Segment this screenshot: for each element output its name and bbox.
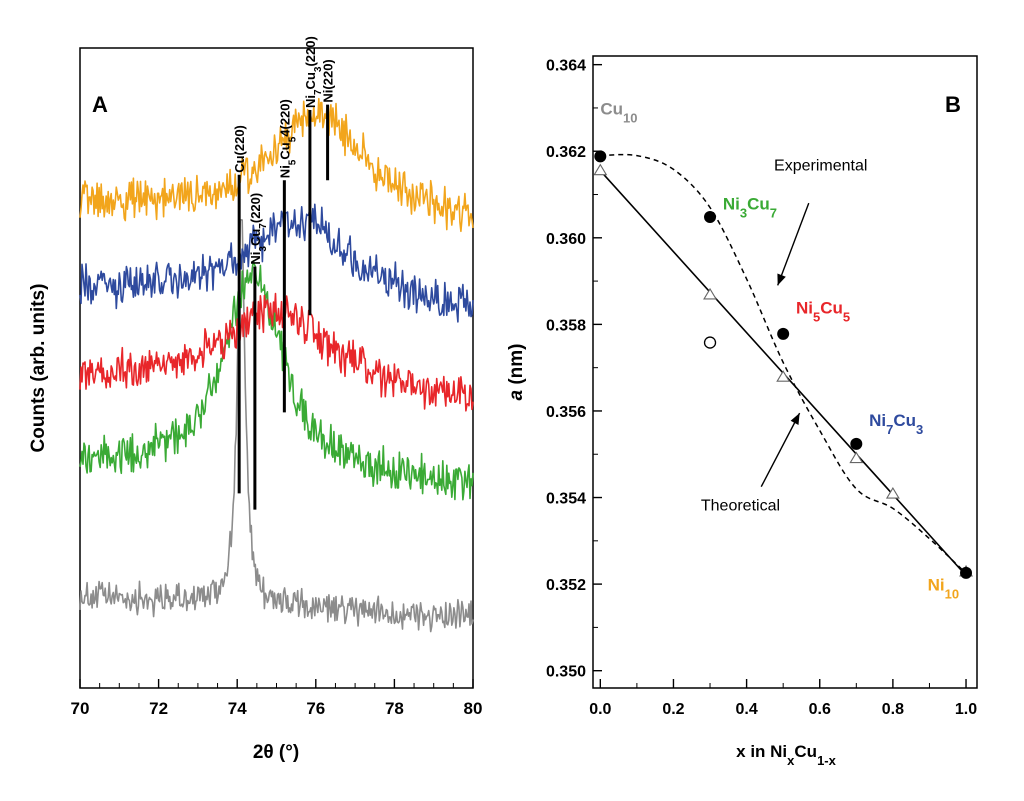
theoretical-point: [593, 163, 608, 176]
annotation-arrow-shaft: [777, 202, 810, 286]
lattice-panel: B 0.3500.3520.3540.3560.3580.3600.3620.3…: [506, 55, 978, 768]
experimental-point: [594, 150, 607, 163]
y-axis-label: a (nm): [506, 343, 527, 400]
x-tick-label: 0.2: [662, 701, 684, 718]
composition-label: Ni10: [928, 576, 959, 602]
panel-b-frame: [592, 55, 978, 689]
x-tick-label: 80: [464, 699, 483, 718]
reference-line-label: Ni(220): [321, 59, 336, 102]
x-axis-label: 2θ (°): [253, 742, 299, 763]
x-tick-label: 74: [228, 699, 247, 718]
y-tick-label: 0.352: [546, 577, 586, 594]
panel-a-label: A: [92, 92, 108, 117]
composition-label: Ni5Cu5: [796, 299, 850, 325]
theoretical-point: [885, 487, 900, 499]
data-point-group: [593, 150, 973, 579]
experimental-curve: [600, 153, 967, 574]
experimental-point: [704, 211, 717, 224]
y-tick-label: 0.358: [546, 317, 586, 334]
composition-label: Ni3Cu7: [723, 195, 777, 221]
x-tick-label: 0.0: [589, 701, 611, 718]
xrd-series-ni3cu7: [79, 260, 474, 501]
x-tick-label: 72: [149, 699, 168, 718]
x-axis-ticks: 70 72 74 76 78 80: [71, 679, 483, 718]
y-tick-label: 0.360: [546, 231, 586, 248]
composition-label: Ni7Cu3: [869, 411, 923, 437]
x-tick-label: 70: [71, 699, 90, 718]
y-axis-label: Counts (arb. units): [28, 284, 49, 453]
x-axis-ticks: 0.0 0.2 0.4 0.6 0.8 1.0: [589, 679, 977, 718]
annotation-label: Theoretical: [701, 498, 780, 515]
y-axis-ticks: 0.350 0.352 0.354 0.356 0.358 0.360 0.362 0.364: [546, 58, 602, 681]
x-tick-label: 1.0: [955, 701, 977, 718]
fit-line-group: [599, 153, 967, 577]
annotation-arrow-head: [790, 413, 800, 425]
xrd-series-ni5cu5: [79, 292, 474, 412]
theoretical-point: [849, 451, 864, 464]
experimental-point: [777, 327, 790, 340]
y-tick-label: 0.350: [546, 664, 586, 681]
x-tick-label: 76: [306, 699, 325, 718]
composition-label: Cu10: [600, 99, 637, 125]
xrd-panel: A Cu(220)Ni3Cu7(220)Ni5Cu54(220) Ni7Cu3(2…: [28, 36, 482, 763]
y-tick-label: 0.364: [546, 58, 586, 75]
annotation-arrow-head: [777, 273, 786, 286]
x-tick-label: 0.8: [882, 701, 904, 718]
xrd-series-ni10: [79, 97, 474, 233]
x-tick-label: 0.6: [809, 701, 831, 718]
experimental-point: [850, 437, 863, 450]
y-tick-label: 0.362: [546, 144, 586, 161]
experimental-point: [960, 566, 973, 579]
x-tick-label: 0.4: [735, 701, 757, 718]
annotation-arrow-shaft: [760, 412, 801, 488]
y-tick-label: 0.354: [546, 491, 586, 508]
x-tick-label: 78: [385, 699, 404, 718]
x-axis-label: x in NixCu1-x: [736, 742, 836, 768]
xrd-series-group: [79, 97, 474, 633]
annotation-group: Experimental Theoretical: [701, 158, 868, 515]
annotation-label: Experimental: [774, 158, 867, 175]
xrd-series-ni7cu3: [79, 203, 474, 323]
theoretical-point: [703, 287, 717, 300]
theoretical-point: [776, 370, 791, 382]
panel-b-label: B: [945, 92, 961, 117]
reference-line-label: Ni3Cu7(220): [248, 193, 269, 265]
reference-line-label: Cu(220): [232, 125, 247, 173]
xrd-series-cu10: [79, 219, 474, 633]
open-circle-point: [703, 336, 717, 349]
y-tick-label: 0.356: [546, 404, 586, 421]
